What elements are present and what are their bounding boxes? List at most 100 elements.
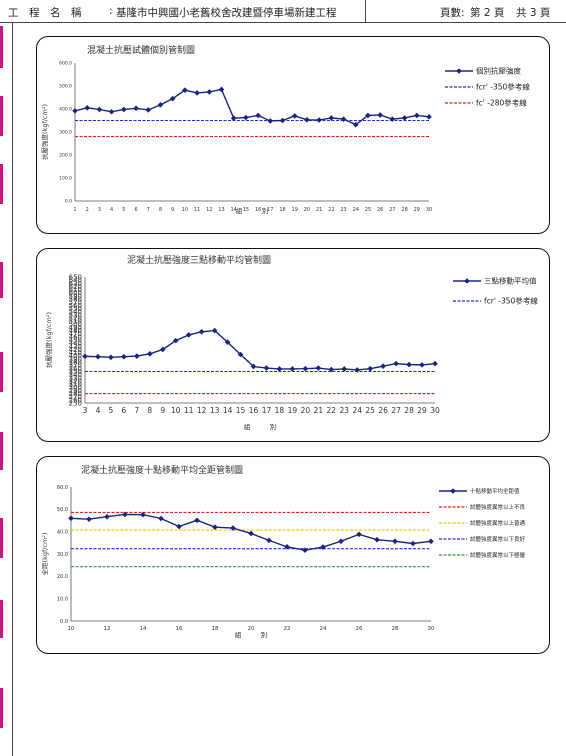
y-tick-label: 570	[69, 299, 82, 307]
data-point	[304, 117, 310, 123]
x-tick-label: 9	[160, 406, 165, 415]
x-tick-label: 20	[304, 207, 310, 213]
y-tick-label: 630	[69, 280, 82, 288]
y-tick-label: 20.0	[57, 574, 68, 580]
x-tick-label: 27	[389, 207, 395, 213]
legend-label: fcr' -350參考線	[476, 82, 530, 92]
y-tick-label: 200.0	[59, 153, 72, 159]
x-tick-label: 24	[352, 406, 362, 415]
y-tick-label: 100.0	[59, 176, 72, 182]
x-tick-label: 25	[365, 207, 371, 213]
x-tick-label: 9	[171, 207, 174, 213]
legend-label: fc' -280參考線	[476, 98, 527, 108]
x-tick-label: 5	[109, 406, 114, 415]
x-tick-label: 4	[110, 207, 113, 213]
x-tick-label: 19	[292, 207, 298, 213]
x-tick-label: 26	[378, 406, 388, 415]
series-line	[74, 88, 430, 126]
data-point	[393, 360, 399, 367]
data-point	[158, 515, 164, 522]
legend-label: 試體強度異常以下極優	[470, 551, 526, 559]
x-tick-label: 11	[184, 406, 194, 415]
data-point	[248, 530, 254, 537]
data-point	[316, 117, 322, 123]
x-tick-label: 17	[262, 406, 272, 415]
y-axis-label: 抗壓強度(kgf/cm²)	[40, 104, 49, 160]
data-point	[230, 525, 236, 531]
data-point	[338, 538, 344, 545]
data-point	[356, 531, 362, 538]
y-tick-label: 300	[69, 384, 82, 392]
x-tick-label: 23	[340, 207, 346, 213]
data-point	[108, 108, 115, 115]
data-point	[389, 116, 396, 122]
y-tick-label: 500.0	[59, 84, 72, 90]
data-point	[194, 90, 200, 96]
x-tick-label: 18	[212, 626, 219, 632]
legend-label: 十點移動平均全距值	[470, 487, 520, 495]
data-point	[291, 113, 298, 119]
legend-label: 試體強度異常以上普通	[470, 519, 526, 527]
x-tick-label: 6	[134, 207, 137, 213]
data-point	[104, 513, 110, 520]
y-axis-label: 全距(kgf/cm²)	[40, 533, 49, 576]
y-axis-label: 抗壓強度(kgf/cm²)	[44, 312, 53, 368]
page-total: 共 3 頁	[516, 7, 551, 19]
data-point	[230, 115, 237, 121]
x-tick-label: 6	[121, 406, 126, 415]
x-tick-label: 25	[365, 406, 375, 415]
x-tick-label: 29	[417, 406, 427, 415]
x-tick-label: 14	[140, 626, 147, 632]
data-point	[121, 353, 127, 360]
data-point	[243, 114, 249, 121]
individual-strength-chart: 混凝土抗壓試體個別管制圖 0.0 100.0 200.0 300.0 400.0 500.0…	[40, 44, 530, 215]
data-point	[134, 353, 140, 359]
margin-bar	[0, 26, 3, 68]
x-axis-label: 組 別	[235, 630, 268, 639]
legend-label: 試體強度異常以上不良	[470, 503, 526, 511]
y-tick-label: 0.0	[65, 199, 72, 205]
x-tick-label: 23	[339, 406, 349, 415]
y-tick-label: 380	[69, 359, 82, 367]
x-tick-label: 20	[248, 626, 255, 632]
page-current: 第 2 頁	[470, 7, 505, 19]
y-tick-label: 440	[69, 340, 82, 348]
data-point	[276, 366, 283, 372]
x-tick-label: 22	[284, 626, 291, 632]
x-tick-label: 21	[316, 207, 322, 213]
y-tick-label: 330	[69, 374, 82, 382]
x-tick-label: 30	[430, 406, 440, 415]
x-tick-label: 11	[194, 207, 200, 213]
data-point	[255, 112, 261, 119]
y-tick-label: 280	[69, 390, 82, 398]
x-tick-label: 17	[267, 207, 273, 213]
data-point	[218, 86, 225, 93]
x-tick-label: 13	[210, 406, 220, 415]
x-tick-label: 30	[428, 626, 435, 632]
x-tick-label: 13	[218, 207, 224, 213]
margin-bar	[0, 96, 3, 136]
y-tick-label: 390	[69, 355, 82, 363]
data-point	[328, 115, 335, 121]
moving-range-chart: 泥凝土抗壓強度十點移動平均全距管制圖 0.0 10.0 20.0 30.0 40.0 50.…	[40, 464, 526, 639]
data-point	[289, 366, 296, 372]
x-tick-label: 26	[377, 207, 383, 213]
y-tick-label: 600.0	[59, 61, 72, 67]
y-tick-label: 50.0	[57, 507, 68, 513]
data-point	[108, 354, 114, 361]
series-line	[84, 329, 436, 371]
y-tick-label: 400.0	[59, 107, 72, 113]
data-point	[428, 538, 434, 545]
y-tick-label: 520	[69, 314, 82, 322]
y-tick-label: 310	[69, 381, 82, 389]
legend-label: 三點移動平均值	[484, 276, 537, 286]
data-point	[266, 537, 272, 544]
chart-title: 泥凝土抗壓強度十點移動平均全距管制圖	[81, 464, 243, 476]
x-tick-label: 12	[206, 207, 212, 213]
x-tick-label: 19	[288, 406, 298, 415]
y-tick-label: 480	[69, 327, 82, 335]
y-tick-label: 0.0	[60, 619, 68, 625]
y-tick-label: 610	[69, 286, 82, 294]
margin-bar	[0, 432, 3, 470]
y-tick-label: 290	[69, 387, 82, 395]
